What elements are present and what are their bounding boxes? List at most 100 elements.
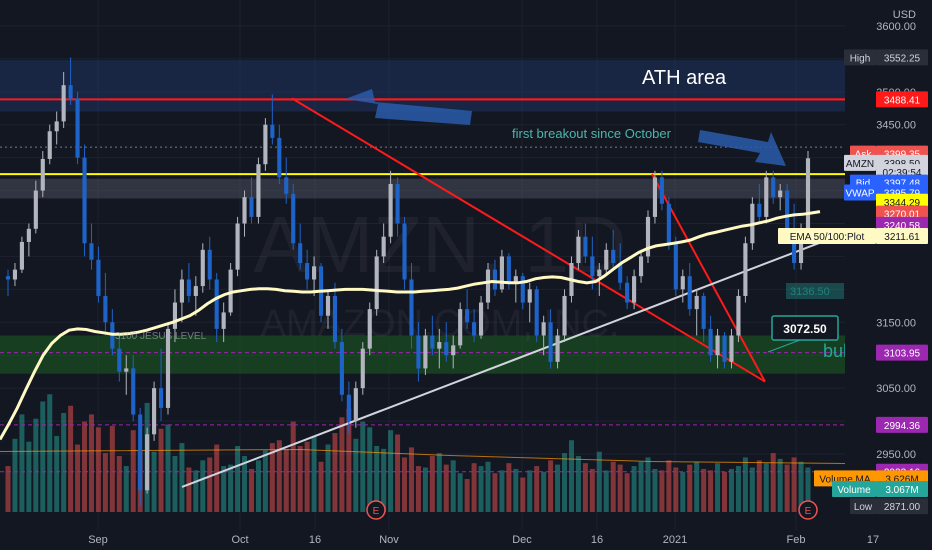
candle-body — [465, 309, 470, 323]
volume-bar — [666, 460, 672, 512]
time-tick-label: Feb — [787, 534, 806, 546]
candle-body — [541, 322, 546, 336]
price-tag-value: 3.626M — [885, 474, 918, 485]
candle-body — [33, 190, 38, 229]
volume-bar — [478, 466, 484, 512]
candle-body — [339, 342, 344, 395]
ath-area-label: ATH area — [642, 67, 727, 89]
time-tick-label: 17 — [867, 534, 879, 546]
candle-body — [416, 335, 421, 369]
volume-bar — [742, 457, 748, 512]
volume-bar — [47, 394, 53, 512]
candle-body — [757, 203, 762, 217]
volume-bar — [499, 470, 505, 512]
volume-bar — [290, 421, 296, 512]
candle-body — [409, 279, 414, 336]
volume-ma-line — [0, 448, 846, 464]
candle-body — [360, 348, 365, 389]
candle-body — [632, 276, 637, 303]
candle-body — [325, 295, 331, 316]
price-tag-value: 3344.29 — [884, 198, 921, 209]
volume-bar — [123, 466, 129, 512]
candle-body — [26, 228, 31, 242]
price-tag-value: 2871.00 — [884, 502, 921, 513]
volume-bar — [221, 466, 227, 512]
volume-bar — [631, 466, 637, 512]
volume-bar — [673, 467, 679, 512]
price-tag-label: Volume MA — [819, 474, 870, 485]
price-tags: 3552.25High3488.413399.35Ask3398.50AMZN0… — [778, 49, 928, 515]
price-axis[interactable]: USD2950.003050.003150.003450.003500.0036… — [845, 0, 932, 530]
candle-body — [472, 322, 477, 336]
candle-body — [235, 223, 240, 270]
volume-bar — [805, 467, 811, 512]
volume-bar — [534, 466, 540, 512]
volume-bar — [701, 468, 707, 512]
target-box — [771, 315, 839, 341]
candle-body — [437, 342, 442, 349]
volume-bar — [485, 461, 491, 512]
candle-body — [312, 266, 317, 280]
price-tick-label: 3050.00 — [876, 383, 916, 395]
candle-body — [562, 295, 567, 336]
candle-body — [117, 348, 122, 372]
volume-bar — [589, 468, 595, 512]
volume-bar — [214, 444, 220, 512]
volume-bar — [5, 466, 11, 512]
volume-bar — [756, 460, 762, 512]
candle-body — [214, 279, 219, 329]
price-tag-value: 3.067M — [885, 485, 918, 496]
volume-bar — [26, 441, 32, 512]
ema-50-100-line — [0, 210, 821, 441]
price-tag-label-box — [850, 498, 876, 515]
price-tag-value: 3552.25 — [884, 53, 921, 64]
candle-body — [186, 279, 191, 296]
price-tag-value-box — [876, 416, 928, 433]
candle-body — [388, 183, 393, 237]
volume-bar — [88, 414, 94, 512]
price-tag-label: VWAP — [845, 189, 874, 200]
volume-bar — [715, 463, 721, 512]
volume-bar — [353, 438, 359, 512]
volume-bar — [436, 453, 442, 512]
support-zone-label: 3100 JESUS LEVEL — [115, 331, 207, 342]
candle-body — [423, 335, 428, 369]
price-tag-value: 2994.36 — [884, 421, 921, 432]
volume-bar — [471, 463, 477, 512]
candle-body — [590, 256, 595, 277]
volume-bar — [457, 473, 463, 512]
volume-bar — [228, 464, 234, 512]
candle-body — [701, 295, 706, 329]
volume-bar — [325, 444, 331, 512]
candle-body — [61, 85, 66, 122]
candle-body — [291, 193, 296, 244]
volume-bar — [582, 463, 588, 512]
volume-bar — [568, 440, 574, 512]
currency-label: USD — [893, 9, 916, 21]
volume-bar — [54, 435, 60, 512]
volume-bar — [548, 460, 554, 512]
price-tag-value-box — [876, 228, 928, 245]
candle-body — [597, 269, 602, 277]
volume-bar — [624, 473, 630, 512]
candle-body — [618, 263, 623, 283]
candle-body — [200, 249, 205, 287]
candle-body — [374, 256, 379, 310]
volume-bar — [102, 453, 108, 512]
target-pointer — [767, 339, 801, 353]
candlestick-series — [5, 57, 811, 507]
volume-bar — [339, 417, 345, 512]
volume-bar — [311, 435, 317, 512]
volume-bar — [645, 457, 651, 512]
candle-body — [645, 216, 651, 257]
candle-body — [798, 230, 804, 264]
candle-body — [47, 131, 52, 159]
volume-bars — [5, 394, 811, 512]
volume-bar — [262, 450, 268, 512]
time-axis[interactable]: Sep Oct 16 Nov Dec 16 2021 Feb 17 — [0, 530, 932, 550]
candle-body — [165, 328, 171, 408]
volume-bar — [687, 464, 693, 512]
volume-bar — [248, 468, 254, 512]
volume-bar — [95, 427, 101, 512]
